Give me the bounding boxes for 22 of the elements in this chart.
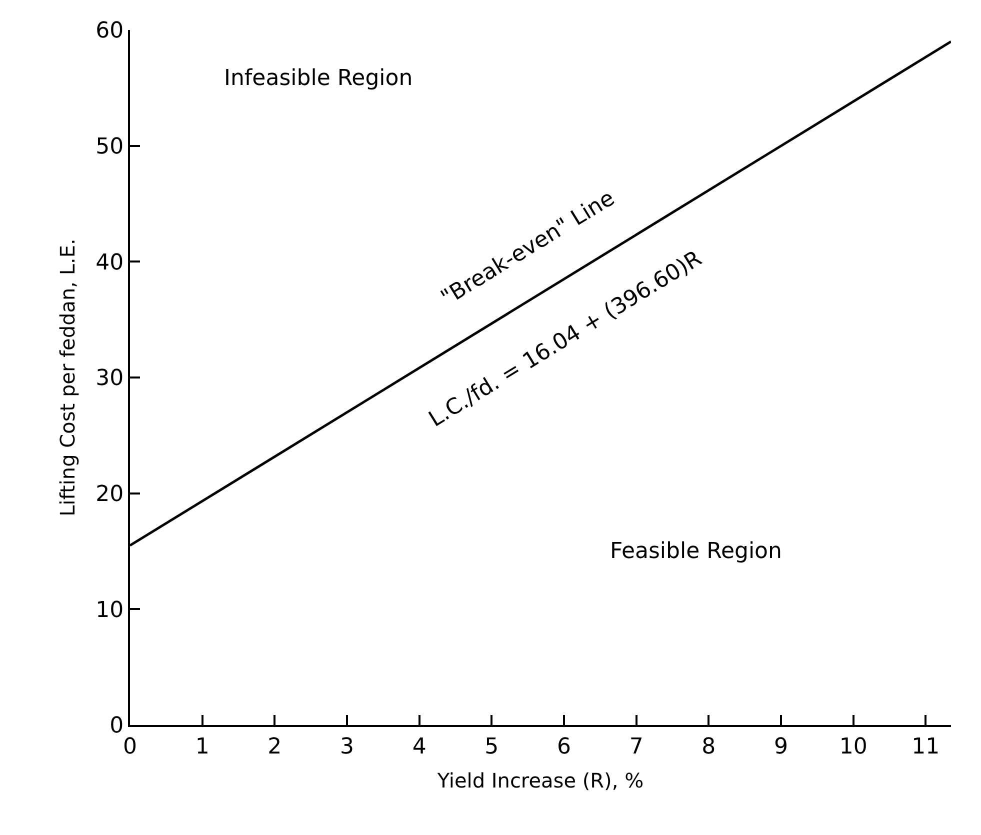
x-tick-label: 7 (629, 734, 644, 760)
x-tick-label: 9 (774, 734, 788, 760)
y-tick-label: 30 (96, 366, 124, 392)
y-tick-label: 20 (96, 482, 124, 508)
x-axis-title: Yield Increase (R), % (436, 768, 644, 792)
x-tick-label: 2 (268, 734, 282, 760)
x-tick-label: 6 (557, 734, 572, 760)
x-tick-label: 4 (412, 734, 426, 760)
x-tick-label: 1 (195, 734, 210, 760)
annotation: Feasible Region (610, 539, 782, 564)
y-tick-label: 40 (96, 250, 124, 276)
x-tick-label: 8 (702, 734, 716, 760)
x-tick-label: 5 (484, 734, 499, 760)
y-axis-title: Lifting Cost per feddan, L.E. (56, 238, 80, 516)
y-tick-label: 60 (96, 18, 124, 44)
y-tick-label: 0 (110, 714, 124, 739)
annotation: Infeasible Region (224, 66, 413, 91)
x-tick-label: 3 (340, 734, 354, 760)
y-tick-label: 10 (96, 598, 124, 623)
x-tick-label: 10 (839, 734, 868, 760)
y-tick-label: 50 (96, 134, 124, 160)
x-tick-label: 11 (912, 734, 940, 760)
